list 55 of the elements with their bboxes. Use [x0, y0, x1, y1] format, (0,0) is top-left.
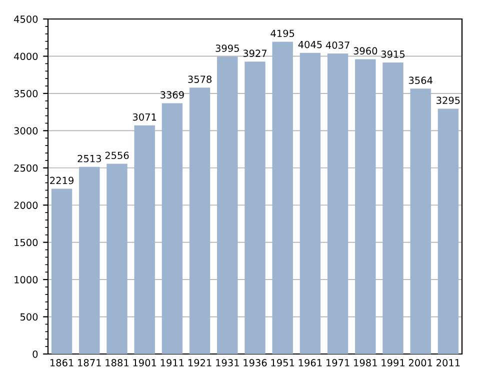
bar [162, 103, 183, 354]
bar [272, 42, 293, 354]
data-label: 2513 [78, 154, 101, 162]
bar [438, 108, 459, 354]
x-tick-label: 1931 [216, 359, 239, 366]
bar [51, 188, 72, 354]
data-label: 4195 [270, 30, 294, 38]
x-tick-label: 1901 [133, 359, 156, 366]
y-tick-label: 4000 [14, 52, 38, 60]
y-tick-label: 3500 [14, 90, 38, 98]
y-tick-label: 2000 [14, 202, 38, 209]
data-label: 4037 [326, 41, 350, 49]
x-tick-label: 1871 [78, 359, 101, 366]
data-label: 3960 [354, 47, 378, 55]
x-tick-label: 1951 [271, 359, 294, 366]
y-tick-label: 2500 [14, 164, 38, 172]
x-tick-label: 2001 [408, 359, 432, 366]
y-tick-label: 4500 [14, 15, 38, 23]
data-label: 3295 [436, 96, 460, 104]
data-label: 2219 [50, 176, 74, 184]
data-label: 2556 [105, 152, 129, 160]
bar [327, 53, 348, 354]
bar [382, 62, 404, 354]
bar [79, 166, 100, 354]
x-tick-label: 1861 [50, 359, 74, 366]
x-tick-label: 1991 [382, 359, 404, 366]
data-label: 3071 [132, 113, 156, 121]
data-label: 3927 [243, 50, 267, 57]
bar [189, 88, 210, 354]
data-label: 3564 [408, 76, 432, 84]
bar [217, 56, 238, 354]
data-label: 3995 [216, 44, 239, 52]
x-tick-label: 1936 [244, 359, 267, 366]
data-label: 3369 [160, 91, 184, 99]
x-tick-label: 1971 [326, 359, 350, 366]
x-tick-label: 1981 [354, 359, 377, 366]
x-tick-label: 1921 [188, 359, 212, 366]
bar [300, 52, 321, 354]
x-tick-label: 1881 [106, 359, 128, 366]
data-label: 4045 [298, 40, 322, 48]
data-label: 3915 [381, 50, 405, 58]
bar [134, 125, 155, 354]
x-tick-label: 2011 [436, 359, 460, 366]
bar [106, 164, 128, 354]
bar [244, 62, 266, 354]
bar [355, 59, 376, 354]
y-tick-label: 500 [20, 313, 38, 321]
y-tick-label: 1500 [14, 238, 38, 246]
x-tick-label: 1961 [298, 359, 322, 366]
y-tick-label: 3000 [14, 127, 38, 134]
x-tick-label: 1911 [160, 359, 184, 366]
data-label: 3578 [188, 76, 212, 83]
y-tick-label: 0 [32, 350, 38, 358]
y-tick-label: 1000 [14, 276, 38, 284]
bar [410, 88, 431, 354]
